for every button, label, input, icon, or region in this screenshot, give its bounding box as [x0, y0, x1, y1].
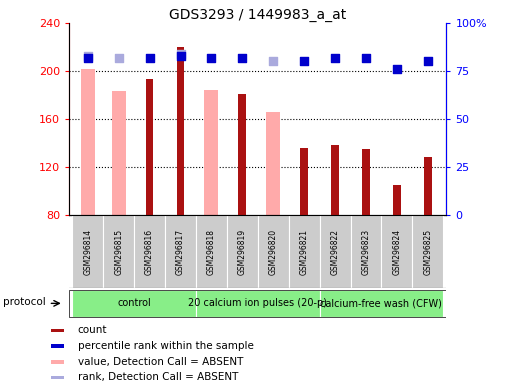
- Bar: [205, 90, 219, 215]
- Title: GDS3293 / 1449983_a_at: GDS3293 / 1449983_a_at: [169, 8, 346, 22]
- Bar: [165, 215, 196, 288]
- Bar: [134, 215, 165, 288]
- Bar: [350, 215, 381, 288]
- Text: GSM296821: GSM296821: [300, 228, 309, 275]
- Point: [331, 55, 339, 61]
- Point: [362, 55, 370, 61]
- Text: GSM296824: GSM296824: [392, 228, 401, 275]
- Point: [207, 55, 215, 61]
- Bar: [320, 290, 443, 317]
- Text: GSM296816: GSM296816: [145, 228, 154, 275]
- Text: GSM296814: GSM296814: [83, 228, 92, 275]
- Bar: [176, 47, 184, 215]
- Bar: [227, 215, 258, 288]
- Bar: [72, 215, 103, 288]
- Bar: [393, 185, 401, 215]
- Bar: [258, 215, 289, 288]
- Point: [300, 58, 308, 65]
- Bar: [112, 91, 126, 215]
- Bar: [51, 376, 64, 379]
- Text: control: control: [117, 298, 151, 308]
- Text: GSM296815: GSM296815: [114, 228, 123, 275]
- Text: percentile rank within the sample: percentile rank within the sample: [78, 341, 253, 351]
- Text: GSM296823: GSM296823: [362, 228, 370, 275]
- Text: count: count: [78, 326, 107, 336]
- Bar: [412, 215, 443, 288]
- Text: GSM296818: GSM296818: [207, 228, 216, 275]
- Bar: [300, 148, 308, 215]
- Point: [424, 58, 432, 65]
- Point: [84, 53, 92, 59]
- Bar: [266, 112, 280, 215]
- Bar: [424, 157, 431, 215]
- Bar: [72, 290, 196, 317]
- Text: value, Detection Call = ABSENT: value, Detection Call = ABSENT: [78, 357, 243, 367]
- Bar: [51, 360, 64, 364]
- Point: [176, 53, 185, 59]
- Point: [146, 55, 154, 61]
- Bar: [103, 215, 134, 288]
- Point: [393, 66, 401, 72]
- Text: GSM296817: GSM296817: [176, 228, 185, 275]
- Bar: [320, 215, 350, 288]
- Bar: [289, 215, 320, 288]
- Point: [176, 51, 185, 57]
- Bar: [381, 215, 412, 288]
- Text: GSM296822: GSM296822: [330, 228, 340, 275]
- Point: [238, 55, 246, 61]
- Point: [84, 55, 92, 61]
- Text: GSM296819: GSM296819: [238, 228, 247, 275]
- Bar: [51, 329, 64, 333]
- Point: [269, 58, 278, 65]
- Point: [114, 55, 123, 61]
- Bar: [331, 146, 339, 215]
- Text: GSM296820: GSM296820: [269, 228, 278, 275]
- Text: GSM296825: GSM296825: [423, 228, 432, 275]
- Bar: [146, 79, 153, 215]
- Bar: [362, 149, 370, 215]
- Text: 20 calcium ion pulses (20-p): 20 calcium ion pulses (20-p): [188, 298, 327, 308]
- Text: rank, Detection Call = ABSENT: rank, Detection Call = ABSENT: [78, 372, 238, 382]
- Bar: [196, 215, 227, 288]
- Bar: [51, 344, 64, 348]
- Bar: [239, 94, 246, 215]
- Bar: [196, 290, 320, 317]
- Text: calcium-free wash (CFW): calcium-free wash (CFW): [321, 298, 442, 308]
- Text: protocol: protocol: [4, 297, 46, 307]
- Bar: [81, 69, 95, 215]
